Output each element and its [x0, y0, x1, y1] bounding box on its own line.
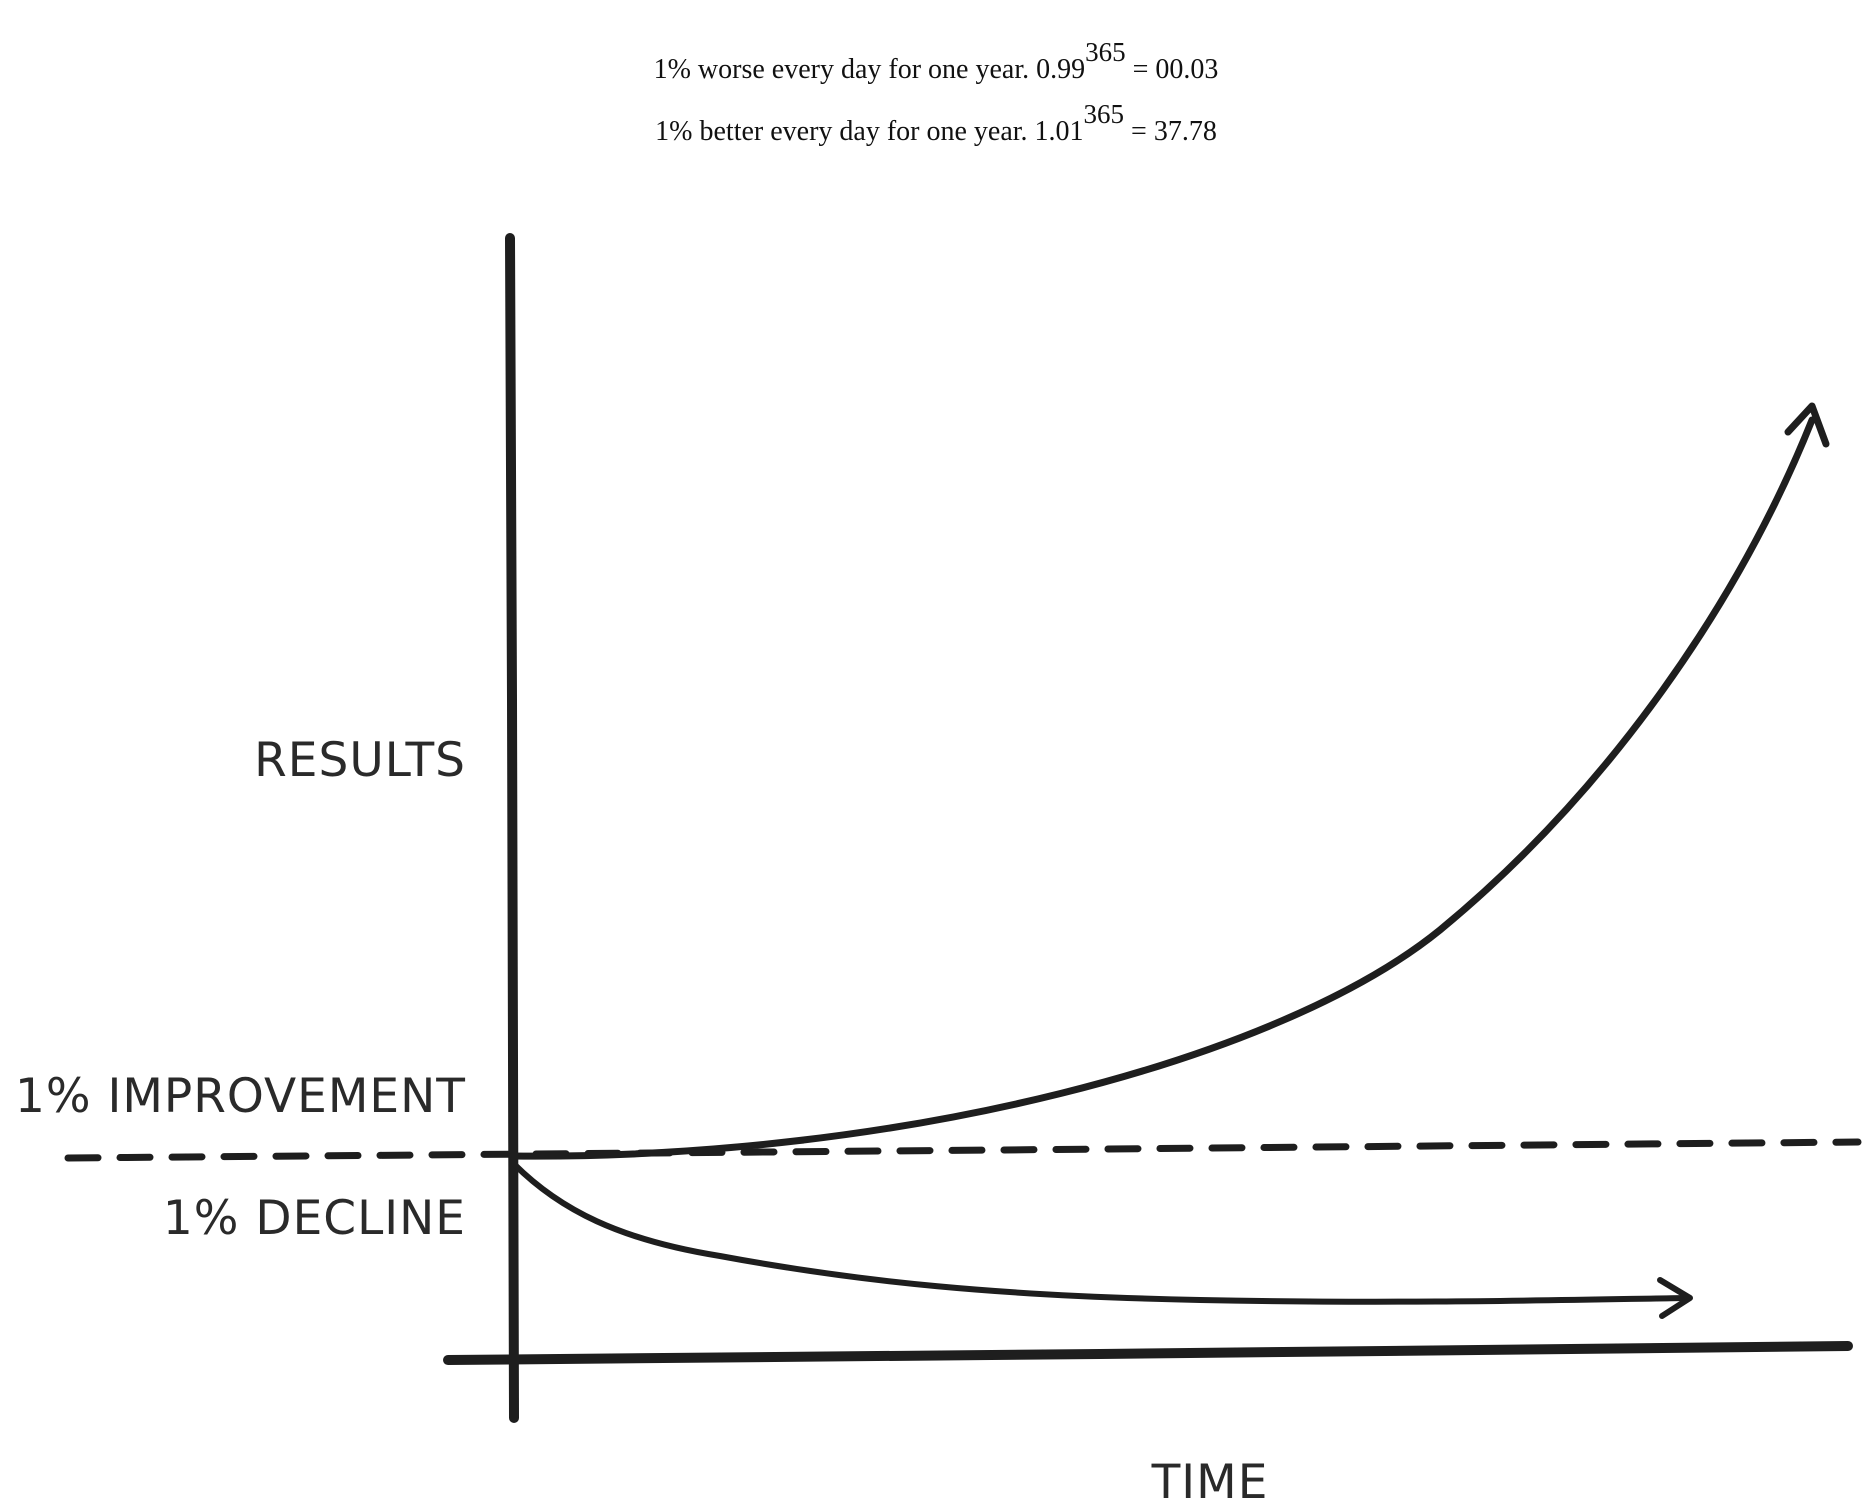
improvement-arrowhead [1784, 402, 1830, 448]
baseline-lower-label: 1% DECLINE [163, 1191, 466, 1246]
baseline-upper-label: 1% IMPROVEMENT [15, 1069, 466, 1124]
formula-worse-exponent: 365 [1085, 37, 1126, 67]
formula-worse: 1% worse every day for one year. 0.99365… [0, 39, 1872, 86]
y-axis-line [505, 233, 519, 1423]
formula-better-result: = 37.78 [1124, 116, 1217, 147]
formula-better-exponent: 365 [1083, 99, 1125, 129]
formula-better-text: 1% better every day for one year. 1.01 [655, 116, 1084, 147]
x-axis-line [443, 1341, 1853, 1365]
y-axis-label: RESULTS [254, 733, 466, 788]
formula-better: 1% better every day for one year. 1.0136… [0, 101, 1872, 148]
decline-arrowhead [1657, 1277, 1693, 1319]
x-axis-label: TIME [1151, 1455, 1269, 1504]
decline-curve [511, 1161, 1689, 1305]
improvement-curve [508, 416, 1816, 1160]
formula-worse-text: 1% worse every day for one year. 0.99 [653, 54, 1086, 85]
baseline-dashed-line [64, 1138, 1862, 1162]
formula-worse-result: = 00.03 [1125, 54, 1219, 85]
